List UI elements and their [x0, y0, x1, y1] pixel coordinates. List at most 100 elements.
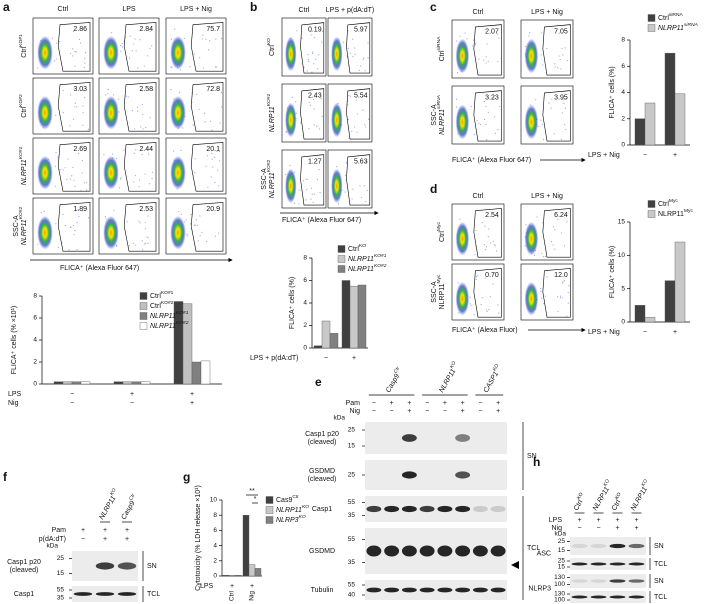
event-dot [557, 218, 559, 220]
event-dot [56, 42, 58, 44]
treatment-mark: − [81, 536, 85, 543]
event-dot [489, 296, 491, 298]
event-dot [125, 95, 128, 97]
event-dot [568, 285, 570, 287]
event-dot [218, 185, 220, 187]
event-dot [79, 42, 82, 44]
event-dot [211, 129, 213, 131]
event-dot [87, 128, 90, 130]
band [455, 587, 471, 593]
event-dot [475, 276, 477, 278]
event-dot [529, 32, 531, 34]
legend-label-name: Ctrl [348, 246, 359, 253]
bar [644, 317, 656, 323]
band [437, 587, 453, 593]
bar [80, 381, 91, 385]
treatment-mark: − [425, 408, 429, 415]
event-dot [74, 230, 76, 232]
gate-percentage: 75.7 [206, 26, 220, 33]
event-dot [524, 45, 526, 48]
gate [190, 142, 224, 192]
fraction-label: TCL [654, 594, 667, 601]
kda-label: 40 [348, 592, 356, 599]
band [95, 592, 115, 596]
gate-percentage: 2.54 [485, 212, 499, 219]
event-dot [138, 220, 140, 222]
event-dot [78, 38, 81, 40]
event-dot [201, 231, 203, 233]
event-dot [542, 138, 545, 141]
legend-label: Cas9Ctr [276, 494, 299, 503]
blot-label: NLRP3 [528, 585, 551, 592]
legend-label-sup: Myc [684, 208, 694, 214]
band [117, 592, 137, 596]
panel-letter: g [183, 470, 190, 484]
event-dot [62, 213, 64, 215]
event-dot [310, 30, 312, 33]
event-dot [567, 302, 569, 304]
bar [122, 381, 133, 385]
event-dot [564, 124, 566, 126]
gate [300, 22, 325, 74]
event-dot [195, 218, 197, 221]
event-dot [351, 130, 353, 132]
event-dot [362, 58, 364, 60]
gate [190, 22, 224, 72]
event-dot [488, 228, 490, 230]
event-dot [205, 38, 207, 40]
gate-percentage: 2.53 [139, 206, 153, 213]
column-header: Ctrl [473, 9, 484, 16]
event-dot [561, 47, 563, 50]
row-label-name: Ctrl [21, 106, 28, 117]
event-dot [142, 128, 144, 130]
event-dot [305, 178, 307, 180]
lane-header-sup: KO [109, 487, 118, 496]
row-label: NLRP11Myc [436, 274, 445, 309]
gate [123, 202, 157, 252]
event-dot [352, 188, 354, 190]
event-dot [74, 65, 76, 67]
treatment-mark: + [461, 408, 465, 415]
event-dot [69, 226, 72, 228]
gate [57, 202, 91, 252]
event-dot [562, 280, 564, 283]
column-header: Ctrl [299, 7, 310, 14]
legend-swatch [337, 255, 346, 263]
event-dot [355, 99, 357, 101]
event-dot [123, 149, 125, 151]
band [455, 505, 471, 513]
event-dot [477, 275, 479, 277]
event-dot [178, 91, 181, 94]
treatment-mark: + [125, 536, 129, 543]
event-dot [83, 182, 86, 184]
event-dot [560, 138, 563, 140]
legend-swatch [647, 24, 656, 32]
event-dot [62, 112, 64, 114]
event-dot [74, 185, 76, 187]
event-dot [544, 255, 547, 258]
event-dot [316, 178, 319, 180]
lane-header-name: Casp9 [120, 500, 136, 521]
event-dot [147, 237, 149, 239]
event-dot [151, 171, 154, 173]
event-dot [82, 90, 84, 92]
event-dot [149, 183, 151, 185]
row-label-name: NLRP11 [21, 219, 28, 245]
event-dot [285, 173, 287, 176]
event-dot [528, 35, 530, 37]
event-dot [486, 43, 488, 45]
event-dot [345, 161, 347, 163]
bar [182, 303, 193, 385]
significance-label: ** [249, 488, 255, 495]
event-dot [295, 101, 297, 103]
bar [674, 241, 686, 323]
event-dot [185, 219, 187, 221]
density-blob [524, 104, 539, 140]
event-dot [310, 198, 312, 200]
event-dot [364, 124, 366, 126]
event-dot [543, 303, 545, 305]
band [73, 592, 93, 596]
event-dot [554, 66, 556, 68]
event-dot [539, 287, 542, 290]
row-label-sup: KO#1 [18, 34, 24, 47]
